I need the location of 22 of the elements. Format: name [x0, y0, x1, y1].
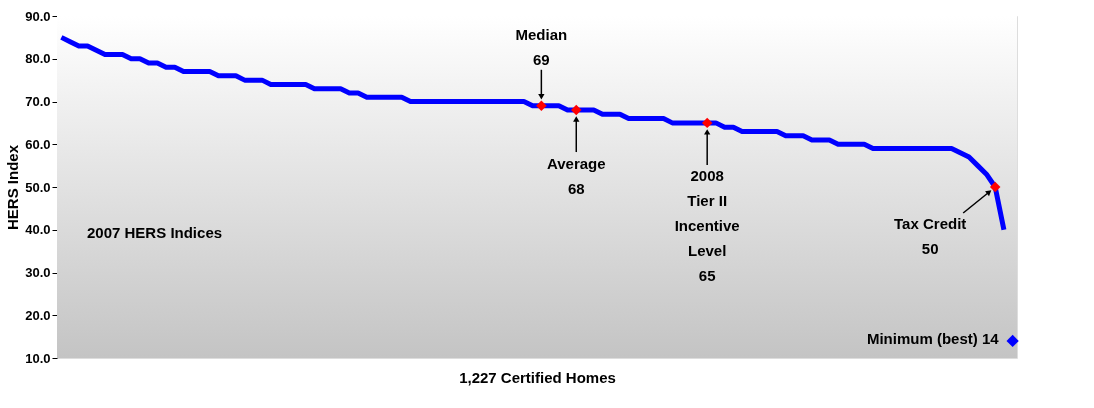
y-tick-label: 60.0 [25, 136, 51, 152]
point [989, 181, 1001, 193]
annotation: 2008 Tier II Incentive Level 65 [674, 166, 740, 284]
annotation: Minimum (best) 14 [866, 329, 1000, 347]
annotation: Median 69 [515, 25, 568, 68]
y-tick-label: 50.0 [25, 179, 51, 195]
point [536, 100, 547, 112]
point [1006, 334, 1019, 348]
x-axis-title: 1,227 Certified Homes [459, 368, 616, 386]
y-tick-label: 40.0 [25, 222, 51, 238]
y-tick-label: 10.0 [25, 350, 51, 366]
y-tick-label: 90.0 [25, 8, 51, 24]
annotation: Tax Credit 50 [894, 215, 967, 257]
y-tick-label: 20.0 [25, 307, 51, 323]
y-tick-label: 30.0 [25, 265, 51, 280]
y-axis-title: HERS Index [4, 144, 22, 231]
y-tick-label: 70.0 [25, 94, 51, 109]
annotation: 2007 HERS Indices [87, 224, 223, 241]
point [571, 104, 582, 116]
y-tick-label: 80.0 [25, 51, 51, 67]
annotation: Average 68 [546, 155, 606, 198]
point [701, 117, 713, 129]
